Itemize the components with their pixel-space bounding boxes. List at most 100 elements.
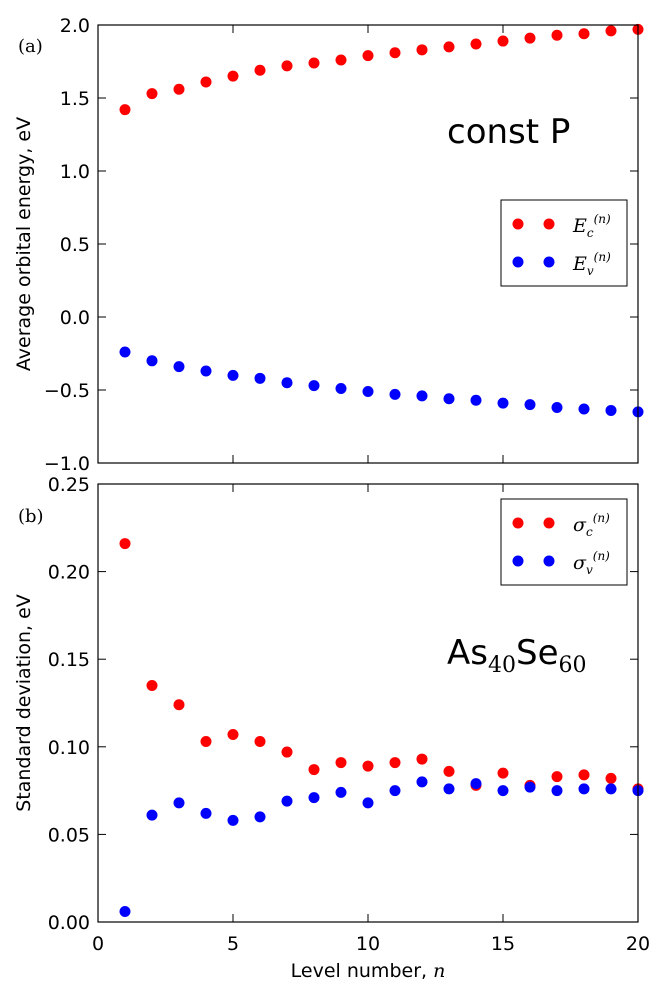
- data-point: [443, 765, 455, 777]
- chart-annotation: As40Se60: [447, 633, 586, 678]
- data-point: [443, 41, 455, 53]
- y-tick-label: 0.05: [48, 824, 90, 846]
- data-point: [551, 785, 563, 797]
- annotation-text: Se: [516, 633, 559, 673]
- legend-label-base: σ: [573, 552, 587, 574]
- plot-frame: [97, 24, 639, 464]
- data-point: [335, 786, 347, 798]
- legend-label-sub: v: [587, 264, 594, 278]
- data-point: [578, 783, 590, 795]
- data-point: [362, 50, 374, 62]
- data-point: [200, 736, 212, 748]
- legend-label: σv(n): [573, 549, 610, 577]
- panel-a: −1.0 −0.5 0.0 0.5 1.0 1.5 2.0 Average orbital e…: [13, 15, 644, 475]
- data-point: [497, 785, 509, 797]
- data-point: [416, 776, 428, 788]
- x-tick-label: 10: [356, 933, 380, 955]
- legend-marker: [543, 517, 555, 529]
- y-axis-title: Standard deviation, eV: [13, 594, 35, 812]
- data-point: [416, 753, 428, 765]
- data-point: [416, 44, 428, 56]
- legend-marker: [512, 517, 524, 529]
- data-point: [146, 88, 158, 100]
- data-point: [443, 393, 455, 405]
- legend-marker: [543, 218, 555, 230]
- y-tick-label: 0.10: [48, 737, 90, 759]
- legend-marker: [543, 256, 555, 268]
- data-point: [119, 346, 131, 358]
- x-tick-label: 15: [491, 933, 515, 955]
- data-point: [308, 764, 320, 776]
- plot-frame: [97, 483, 639, 923]
- legend-frame: [500, 199, 628, 287]
- x-axis-title-text: Level number,: [291, 960, 433, 982]
- data-point: [605, 404, 617, 416]
- data-point: [551, 402, 563, 414]
- y-tick-label: 1.5: [60, 88, 90, 110]
- data-point: [578, 28, 590, 40]
- data-point: [524, 781, 536, 793]
- legend-label: Ev(n): [572, 250, 611, 278]
- legend-label-sup: (n): [594, 250, 611, 264]
- panel-label: (a): [18, 36, 43, 57]
- panel-b: 0.00 0.05 0.10 0.15 0.20 0.25 0 5 10 15 20 Standard…: [13, 474, 650, 982]
- data-point: [578, 769, 590, 781]
- series-c: [119, 23, 644, 116]
- data-point: [227, 369, 239, 381]
- data-point: [524, 399, 536, 411]
- data-point: [281, 60, 293, 72]
- data-point: [578, 403, 590, 415]
- y-tick-label: 1.0: [60, 161, 90, 183]
- data-point: [362, 760, 374, 772]
- data-point: [389, 47, 401, 59]
- legend: σc(n)σv(n): [500, 498, 628, 586]
- legend-label-sup: (n): [593, 549, 610, 563]
- y-tick-label: 0.5: [60, 234, 90, 256]
- data-point: [119, 905, 131, 917]
- data-point: [200, 365, 212, 377]
- y-tick-label: −0.5: [44, 380, 90, 402]
- data-point: [146, 809, 158, 821]
- data-point: [173, 83, 185, 95]
- data-point: [173, 361, 185, 373]
- legend-label-sup: (n): [594, 212, 611, 226]
- legend-marker: [512, 256, 524, 268]
- y-axis-title: Average orbital energy, eV: [13, 117, 35, 371]
- data-point: [200, 807, 212, 819]
- data-point: [281, 795, 293, 807]
- panel-label: (b): [18, 506, 44, 527]
- y-tick-label: 0.15: [48, 649, 90, 671]
- data-point: [335, 757, 347, 769]
- data-point: [497, 35, 509, 47]
- legend-label-sup: (n): [593, 511, 610, 525]
- data-point: [551, 771, 563, 783]
- chart-annotation: const P: [447, 112, 570, 152]
- legend-marker: [543, 555, 555, 567]
- legend-label-sub: c: [587, 226, 594, 240]
- data-point: [443, 783, 455, 795]
- data-point: [173, 797, 185, 809]
- data-point: [605, 772, 617, 784]
- data-point: [254, 64, 266, 76]
- data-point: [254, 372, 266, 384]
- legend-label-base: E: [572, 253, 587, 275]
- data-point: [308, 792, 320, 804]
- data-point: [497, 767, 509, 779]
- legend-label: σc(n): [573, 511, 610, 539]
- data-point: [119, 104, 131, 116]
- data-point: [389, 388, 401, 400]
- legend: Ec(n)Ev(n): [500, 199, 628, 287]
- data-point: [146, 355, 158, 367]
- data-point: [173, 699, 185, 711]
- x-axis-title-var: n: [433, 960, 445, 982]
- data-point: [227, 729, 239, 741]
- legend-label-sub: c: [586, 525, 593, 539]
- series-v: [119, 776, 644, 917]
- legend-marker: [512, 555, 524, 567]
- data-point: [254, 736, 266, 748]
- data-point: [470, 38, 482, 50]
- legend-label-base: E: [572, 215, 587, 237]
- data-point: [497, 397, 509, 409]
- annotation-subscript: 60: [558, 653, 586, 678]
- data-point: [146, 679, 158, 691]
